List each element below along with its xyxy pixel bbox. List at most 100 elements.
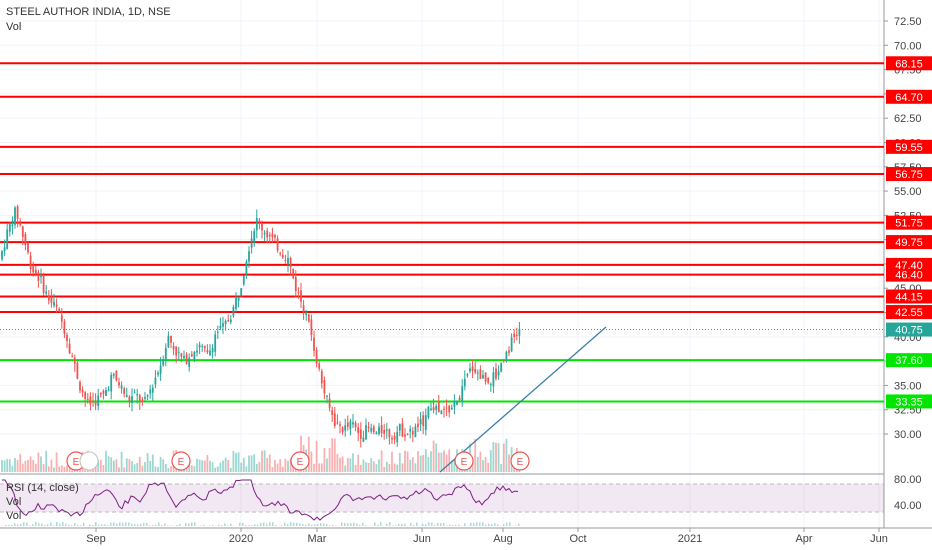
rsi-vol-bar [380,522,382,526]
rsi-vol-bar [44,524,46,526]
candle-body [79,381,81,391]
candle-body [21,226,24,238]
price-axis: 72.5070.0067.5065.0062.5060.0057.5055.00… [884,16,932,441]
candle-body [487,377,490,383]
rsi-vol-bar [194,522,196,526]
rsi-vol-bar [83,522,85,526]
rsi-vol-bar [464,523,466,526]
volume-bar [146,453,149,472]
candle-body [453,402,456,408]
rsi-vol-bar [212,524,214,526]
candle-body [53,301,55,306]
rsi-vol-bar [479,522,481,526]
candle-body [58,308,61,312]
rsi-vol-bar [449,524,451,526]
resistance-level-7-label: 46.40 [895,270,923,282]
rsi-vol-bar [452,525,454,526]
candle-body [409,428,412,432]
rsi-vol-bar [311,524,313,526]
candle-body [115,370,118,381]
rsi-vol-bar [482,522,484,526]
candle-body [474,368,477,373]
volume-bar [8,459,11,472]
candle-body [32,265,35,273]
resistance-level-4-label: 51.75 [895,218,923,230]
volume-bar [346,457,349,472]
volume-bar [333,438,336,472]
rsi-vol-bar [50,522,52,526]
rsi-vol-bar [155,524,157,526]
rsi-vol-bar [488,523,490,526]
rsi-vol-bar [437,522,439,526]
candle-body [437,402,440,413]
rsi-vol-bar [323,523,325,526]
rsi-vol-bar [275,525,277,526]
rsi-band [0,484,884,512]
volume-bar [362,459,365,472]
price-tick-17: 30.00 [894,429,922,441]
rsi-vol-bar [26,522,28,526]
candle-body [359,429,362,439]
volume-bar [380,450,383,472]
candle-body [242,275,245,285]
candle-body [84,392,87,399]
candle-body [73,357,76,364]
candle-body [411,430,414,435]
rsi-vol-bar [422,523,424,526]
rsi-vol-bar [341,522,343,526]
candle-body [188,357,191,368]
candle-body [284,260,287,262]
time-label-5: Oct [569,533,586,545]
candle-body [45,291,48,294]
candle-body [448,405,451,413]
volume-bar [29,456,32,472]
candle-body [502,359,505,362]
volume-bar [391,451,393,472]
candle-body [372,426,375,433]
volume-bar [105,450,107,472]
rsi-vol-bar [431,522,433,526]
time-label-8: Jun [870,533,888,545]
rsi-vol-bar [77,524,79,526]
rsi-vol-bar [284,522,286,526]
rsi-vol-bar [89,524,91,526]
resistance-level-0-label: 68.15 [895,58,923,70]
candlesticks [1,204,521,448]
candle-body [492,372,495,387]
trendline[interactable] [439,326,607,473]
rsi-vol-bar [305,524,307,526]
rsi-vol-bar [320,522,322,526]
support-level-0-tag [886,353,932,368]
resistance-level-7-tag [886,267,932,282]
time-label-4: Aug [493,533,513,545]
candle-body [248,251,250,262]
volume-bar [32,460,35,472]
rsi-vol-bar [326,524,328,526]
candle-body [380,425,383,434]
volume-bar [445,454,448,472]
volume-bar [310,451,313,472]
rsi-vol-bar [443,523,445,526]
rsi-vol-bar [269,522,271,526]
candle-body [461,386,464,402]
volume-bar [307,436,310,472]
rsi-vol-bar [458,524,460,526]
price-tick-15: 35.00 [894,380,922,392]
candle-body [497,371,500,376]
rsi-vol-bar [119,522,121,526]
candle-body [458,397,461,401]
candle-body [518,328,521,336]
rsi-vol-bar [56,522,58,526]
volume-bar [508,454,510,472]
rsi-vol-bar [158,522,160,526]
volume-bar [409,459,412,472]
volume-bar [430,451,432,472]
candle-body [237,296,240,301]
rsi-vol-bar [287,524,289,526]
candle-body [141,399,144,401]
volume-bar [50,459,53,472]
candle-body [89,396,92,405]
volume-bar [375,464,378,472]
